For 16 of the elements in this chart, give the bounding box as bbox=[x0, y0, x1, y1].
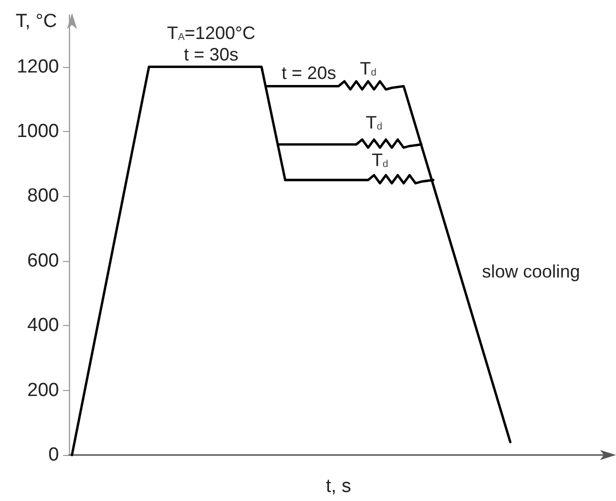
y-axis-title: T, °C bbox=[16, 11, 57, 32]
annotation: Td bbox=[360, 58, 376, 78]
annotation: t = 20s bbox=[282, 63, 336, 84]
y-tick-label: 800 bbox=[27, 186, 59, 207]
annotation: t = 30s bbox=[184, 44, 238, 64]
y-tick-label: 1200 bbox=[16, 56, 59, 78]
y-tick-label: 0 bbox=[48, 444, 59, 466]
annotation: slow cooling bbox=[482, 262, 580, 282]
y-tick-label: 1000 bbox=[16, 120, 59, 142]
x-axis-title: t, s bbox=[326, 476, 352, 497]
y-tick-label: 600 bbox=[27, 250, 59, 272]
annotation: Td bbox=[366, 112, 382, 133]
y-tick-label: 200 bbox=[27, 380, 59, 401]
y-tick-label: 400 bbox=[27, 315, 59, 336]
annotation: Td bbox=[372, 150, 388, 170]
annotation: TA=1200°C bbox=[166, 22, 256, 43]
